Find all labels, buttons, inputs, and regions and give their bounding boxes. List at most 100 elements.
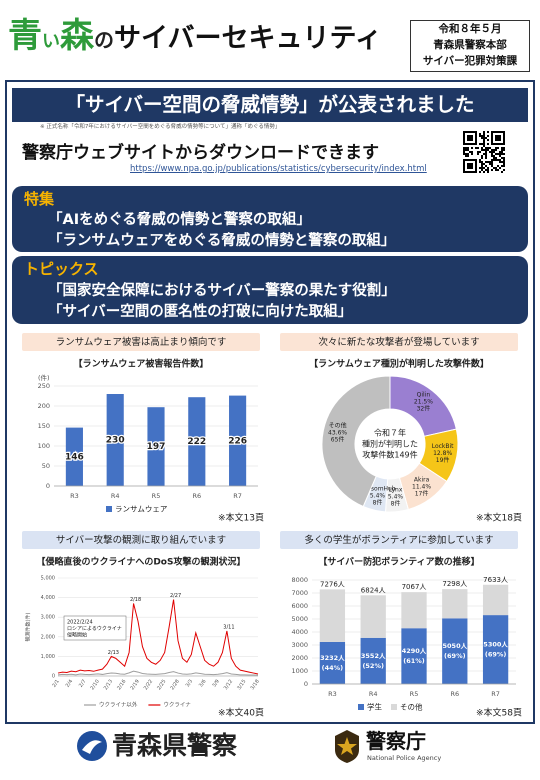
y-tick-label: 200 [38,402,50,410]
title-part: 森 [60,16,94,56]
qr-code[interactable] [462,130,506,174]
title-part: の [94,28,114,52]
qr-module [503,161,505,163]
qr-module [485,157,487,159]
qr-module [491,153,493,155]
y-tick-label: 100 [38,442,50,450]
chart-title: 【サイバー防犯ボランティア数の推移】 [318,556,479,568]
slice-count: 8件 [373,499,383,507]
y-tick-label: 1,000 [41,654,55,660]
qr-module [471,147,473,149]
x-tick-label: 2/4 [65,679,75,689]
qr-module [499,161,501,163]
qr-module [497,159,499,161]
slice-name: Qilin [417,392,431,399]
qr-module [491,159,493,161]
banner-title: 「サイバー空間の脅威情勢」が公表されました [12,88,528,122]
total-label: 7298人 [442,580,467,588]
chart-title: 【侵略直後のウクライナへのDoS攻撃の観測状況】 [37,556,246,568]
total-label: 7067人 [402,583,427,591]
download-url[interactable]: https://www.npa.go.jp/publications/stati… [130,164,427,174]
slice-count: 32件 [417,405,431,413]
page-note: ※本文58頁 [476,707,522,719]
qr-module [499,155,501,157]
qr-module [499,153,501,155]
qr-module [481,157,483,159]
chart-caption: 次々に新たな攻撃者が登場しています [318,336,479,348]
chart-caption: ランサムウェア被害は高止まり傾向です [56,336,227,348]
caption-bg [22,531,260,549]
x-tick-label: 3/9 [211,679,221,689]
chart-title: 【ランサムウェア種別が判明した攻撃件数】 [309,358,489,370]
topics-item: 「サイバー空間の匿名性の打破に向けた取組」 [48,304,353,320]
chart-title: 【ランサムウェア被害報告件数】 [74,358,209,370]
y-tick-label: 0 [52,674,55,680]
bar [482,584,509,616]
x-tick-label: 2/28 [170,679,181,692]
topics-box: トピックス 「国家安全保障におけるサイバー警察の果たす役割」 「サイバー空間の匿… [12,256,528,324]
volunteer-stacked-chart: 多くの学生がボランティアに参加しています【サイバー防犯ボランティア数の推移】 0 1… [280,531,522,719]
qr-module [465,153,467,155]
bar-value-label: 5300人 [483,641,508,649]
y-tick-label: 6000 [291,602,308,610]
bar [319,641,346,684]
y-axis-label: 観測件数(件) [25,613,32,642]
qr-module [483,167,485,169]
main-frame [5,80,535,724]
qr-module [481,147,483,149]
qr-module [479,133,481,135]
footer-agency-en: National Police Agency [367,754,442,762]
line-series [57,599,259,675]
issuer-line: サイバー犯罪対策課 [422,55,518,67]
issuer-line: 青森県警察本部 [433,39,507,51]
page-note: ※本文40頁 [218,707,264,719]
bar [65,427,83,486]
x-tick-label: 2/1 [51,679,61,689]
qr-module [467,155,469,157]
qr-module [493,157,495,159]
qr-module [481,163,483,165]
y-tick-label: 3,000 [41,615,55,621]
qr-module [463,147,465,149]
legend-swatch [358,704,364,710]
qr-module [487,147,489,149]
qr-module [483,171,485,173]
x-tick-label: 2/19 [130,679,141,692]
qr-module [487,167,489,169]
emblem-shape [82,740,102,754]
qr-module [479,143,481,145]
qr-module [487,131,489,133]
title-part: い [42,31,60,52]
x-tick-label: R3 [328,690,337,698]
issuer-box: 令和８年５月 青森県警察本部 サイバー犯罪対策課 [410,20,530,72]
qr-module [493,149,495,151]
qr-module [501,171,503,173]
banner-note: ※ 正式名称「令和7年におけるサイバー空間をめぐる脅威の情勢等について」通称「め… [40,124,281,130]
bar-share-label: (52%) [362,662,384,670]
legend-swatch [391,704,397,710]
qr-module [487,161,489,163]
emblem-star [337,737,357,755]
total-label: 6824人 [361,586,386,594]
topics-label: トピックス [24,260,99,278]
caption-bg [22,333,260,351]
qr-module [479,159,481,161]
ransomware-bar-chart: ランサムウェア被害は高止まり傾向です【ランサムウェア被害報告件数】 0 50 100 1… [22,333,264,524]
y-tick-label: 0 [304,680,308,688]
total-label: 7633人 [483,576,508,584]
y-tick-label: 5000 [291,615,308,623]
annotation-box-text: 2022/2/24 [67,620,93,626]
x-tick-label: R5 [410,690,419,698]
slice-percent: 21.5% [414,399,433,406]
y-tick-label: 4000 [291,628,308,636]
ransomware-donut-chart: 次々に新たな攻撃者が登場しています【ランサムウェア種別が判明した攻撃件数】 Qil… [280,333,522,524]
slice-count: 17件 [415,490,429,498]
qr-module [489,163,491,165]
y-axis-unit: (件) [38,373,50,382]
qr-module [487,135,489,137]
bar-value-label: 5050人 [443,642,468,650]
qr-module [485,149,487,151]
qr-module [491,151,493,153]
qr-module [501,151,503,153]
qr-module [483,163,485,165]
